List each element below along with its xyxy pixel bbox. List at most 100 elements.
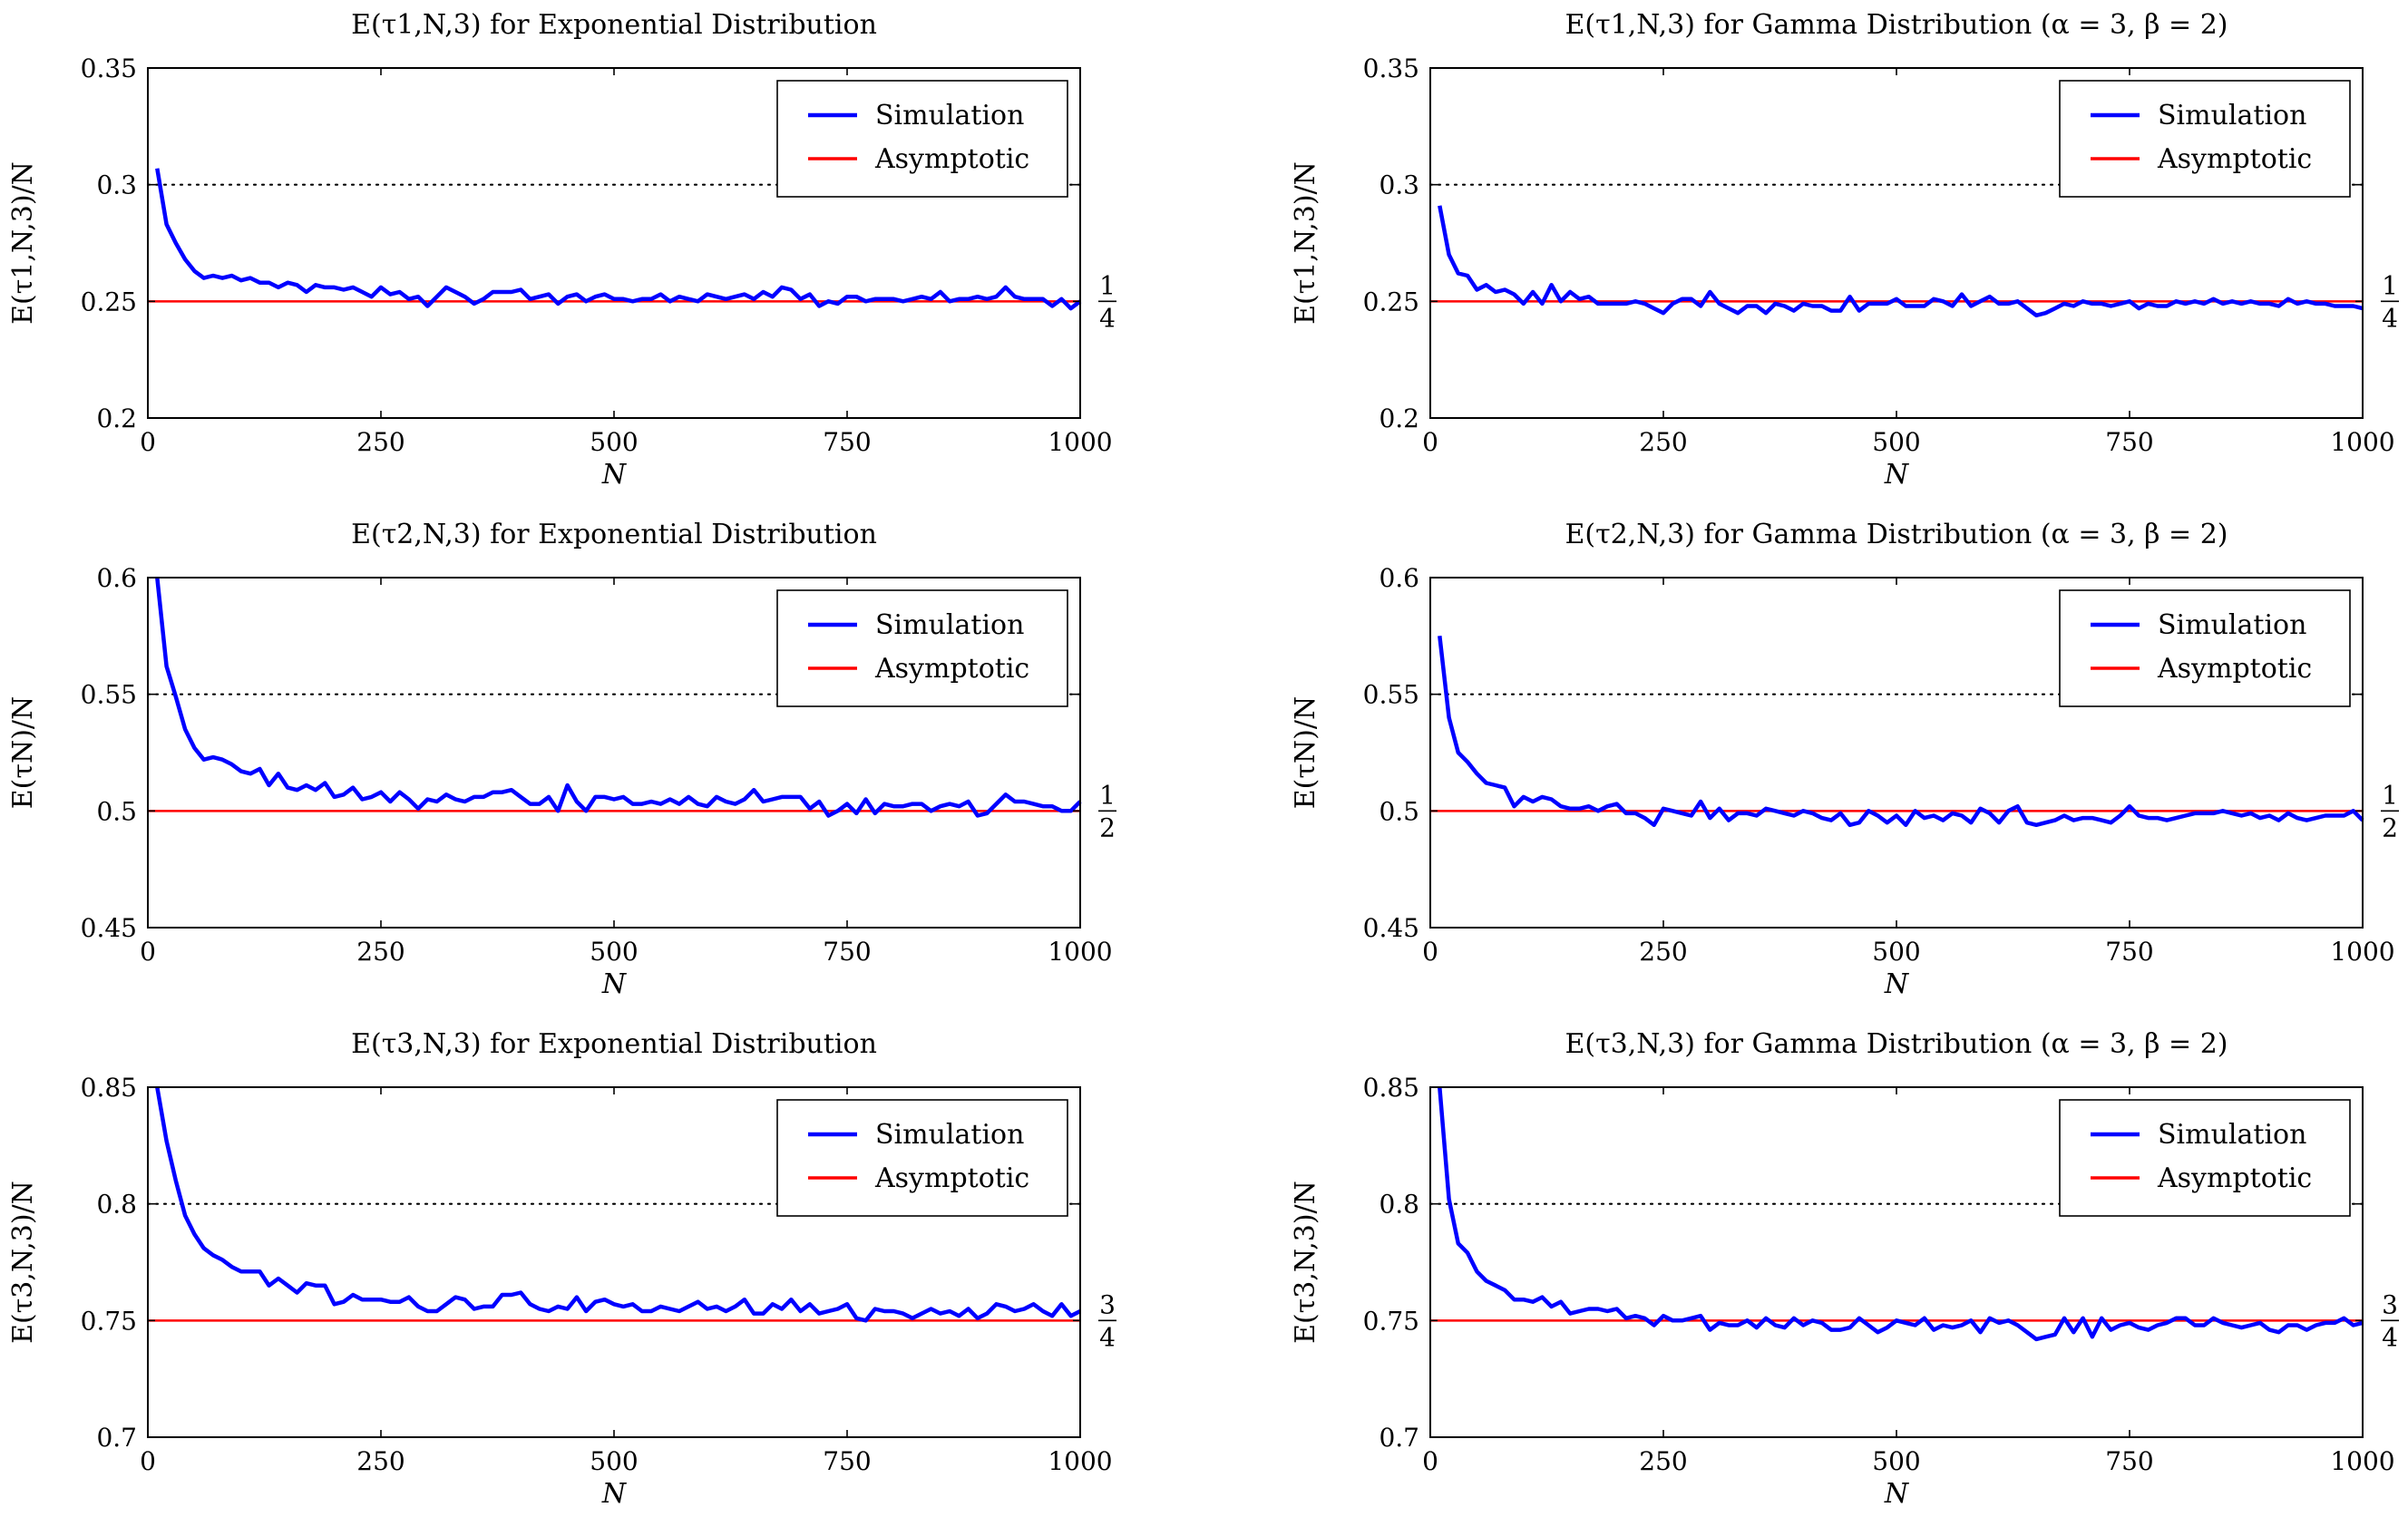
asymptote-fraction-numerator: 3 bbox=[2382, 1289, 2398, 1319]
legend-simulation-label: Simulation bbox=[875, 609, 1024, 641]
legend-simulation-label: Simulation bbox=[2158, 100, 2306, 131]
y-axis-label: E(τN)/N bbox=[7, 696, 39, 810]
chart-title: E(τ2,N,3) for Gamma Distribution (α = 3,… bbox=[1565, 519, 2228, 550]
y-tick-label: 0.3 bbox=[1379, 170, 1419, 200]
y-tick-label: 0.55 bbox=[1363, 680, 1419, 710]
x-axis-label: N bbox=[601, 968, 628, 1000]
simulation-line bbox=[155, 577, 1082, 818]
legend-simulation-label: Simulation bbox=[875, 100, 1024, 131]
x-tick-label: 0 bbox=[1422, 427, 1438, 457]
x-tick-label: 0 bbox=[140, 937, 156, 967]
y-tick-label: 0.85 bbox=[81, 1073, 137, 1103]
chart-panel-4: E(τ2,N,3) for Gamma Distribution (α = 3,… bbox=[1290, 519, 2399, 1000]
asymptote-fraction-numerator: 3 bbox=[1099, 1289, 1116, 1319]
y-tick-label: 0.35 bbox=[1363, 53, 1419, 83]
x-tick-label: 1000 bbox=[2330, 1446, 2394, 1476]
y-tick-label: 0.55 bbox=[81, 680, 137, 710]
x-tick-label: 750 bbox=[2105, 937, 2153, 967]
x-tick-label: 250 bbox=[1639, 1446, 1687, 1476]
simulation-line bbox=[1438, 1086, 2364, 1342]
y-tick-label: 0.75 bbox=[81, 1306, 137, 1336]
y-tick-label: 0.85 bbox=[1363, 1073, 1419, 1103]
x-tick-label: 500 bbox=[590, 427, 638, 457]
x-tick-label: 500 bbox=[590, 937, 638, 967]
x-axis-label: N bbox=[1884, 968, 1910, 1000]
legend-asymptotic-label: Asymptotic bbox=[2157, 653, 2312, 685]
chart-panel-2: E(τ1,N,3) for Gamma Distribution (α = 3,… bbox=[1290, 9, 2399, 491]
legend-box bbox=[776, 1099, 1068, 1217]
y-tick-label: 0.5 bbox=[1379, 796, 1419, 826]
legend-simulation-label: Simulation bbox=[2158, 609, 2306, 641]
y-tick-label: 0.5 bbox=[96, 796, 137, 826]
asymptote-fraction-denominator: 2 bbox=[2382, 812, 2398, 842]
asymptote-fraction-denominator: 4 bbox=[2382, 303, 2398, 333]
legend-simulation-label: Simulation bbox=[875, 1119, 1024, 1151]
y-tick-label: 0.2 bbox=[96, 404, 137, 433]
asymptote-fraction-numerator: 1 bbox=[1099, 270, 1116, 300]
chart-title: E(τ1,N,3) for Gamma Distribution (α = 3,… bbox=[1565, 9, 2228, 41]
chart-title: E(τ3,N,3) for Gamma Distribution (α = 3,… bbox=[1565, 1028, 2228, 1060]
legend-box bbox=[776, 589, 1068, 707]
legend: Simulation Asymptotic bbox=[2059, 589, 2351, 707]
x-tick-label: 500 bbox=[1872, 1446, 1920, 1476]
y-tick-label: 0.7 bbox=[1379, 1423, 1419, 1453]
x-axis-label: N bbox=[1884, 459, 1910, 491]
legend-simulation-label: Simulation bbox=[2158, 1119, 2306, 1151]
y-tick-label: 0.6 bbox=[1379, 563, 1419, 593]
asymptote-fraction-denominator: 4 bbox=[1099, 1322, 1116, 1352]
legend: Simulation Asymptotic bbox=[776, 1099, 1068, 1217]
asymptote-fraction-denominator: 4 bbox=[2382, 1322, 2398, 1352]
x-tick-label: 500 bbox=[1872, 937, 1920, 967]
legend-box bbox=[2059, 589, 2351, 707]
chart-panel-3: E(τ2,N,3) for Exponential Distribution 0 2… bbox=[7, 519, 1116, 1000]
asymptote-fraction-numerator: 1 bbox=[1099, 780, 1116, 810]
y-axis-label: E(τN)/N bbox=[1290, 696, 1321, 810]
y-tick-label: 0.45 bbox=[1363, 913, 1419, 943]
asymptote-fraction-numerator: 1 bbox=[2382, 270, 2398, 300]
simulation-line bbox=[155, 1086, 1082, 1323]
x-axis-label: N bbox=[601, 1478, 628, 1510]
asymptote-fraction-denominator: 2 bbox=[1099, 812, 1116, 842]
y-tick-label: 0.25 bbox=[1363, 287, 1419, 316]
legend-asymptotic-label: Asymptotic bbox=[874, 653, 1029, 685]
y-tick-label: 0.35 bbox=[81, 53, 137, 83]
legend: Simulation Asymptotic bbox=[776, 589, 1068, 707]
legend-box bbox=[2059, 1099, 2351, 1217]
chart-panel-6: E(τ3,N,3) for Gamma Distribution (α = 3,… bbox=[1290, 1028, 2399, 1510]
x-tick-label: 1000 bbox=[2330, 937, 2394, 967]
y-axis-label: E(τ1,N,3)/N bbox=[7, 161, 39, 325]
chart-panel-5: E(τ3,N,3) for Exponential Distribution 0 2… bbox=[7, 1028, 1116, 1510]
x-tick-label: 500 bbox=[1872, 427, 1920, 457]
x-tick-label: 250 bbox=[356, 937, 405, 967]
x-axis-label: N bbox=[1884, 1478, 1910, 1510]
x-tick-label: 250 bbox=[356, 1446, 405, 1476]
legend-box bbox=[776, 80, 1068, 198]
y-axis-label: E(τ1,N,3)/N bbox=[1290, 161, 1321, 325]
legend-asymptotic-label: Asymptotic bbox=[874, 143, 1029, 175]
y-tick-label: 0.25 bbox=[81, 287, 137, 316]
legend: Simulation Asymptotic bbox=[2059, 80, 2351, 198]
y-tick-label: 0.6 bbox=[96, 563, 137, 593]
x-tick-label: 250 bbox=[1639, 937, 1687, 967]
y-axis-label: E(τ3,N,3)/N bbox=[7, 1181, 39, 1344]
simulation-line bbox=[1438, 205, 2364, 318]
x-tick-label: 1000 bbox=[1048, 427, 1112, 457]
y-tick-label: 0.8 bbox=[1379, 1190, 1419, 1220]
x-tick-label: 750 bbox=[2105, 1446, 2153, 1476]
x-tick-label: 250 bbox=[1639, 427, 1687, 457]
x-tick-label: 750 bbox=[2105, 427, 2153, 457]
x-tick-label: 750 bbox=[823, 1446, 871, 1476]
y-tick-label: 0.8 bbox=[96, 1190, 137, 1220]
x-tick-label: 1000 bbox=[1048, 937, 1112, 967]
y-tick-label: 0.2 bbox=[1379, 404, 1419, 433]
asymptote-fraction-numerator: 1 bbox=[2382, 780, 2398, 810]
y-axis-label: E(τ3,N,3)/N bbox=[1290, 1181, 1321, 1344]
y-tick-label: 0.7 bbox=[96, 1423, 137, 1453]
x-tick-label: 1000 bbox=[2330, 427, 2394, 457]
chart-title: E(τ2,N,3) for Exponential Distribution bbox=[351, 519, 877, 550]
y-tick-label: 0.3 bbox=[96, 170, 137, 200]
legend-box bbox=[2059, 80, 2351, 198]
x-tick-label: 0 bbox=[1422, 937, 1438, 967]
legend-asymptotic-label: Asymptotic bbox=[2157, 1162, 2312, 1194]
